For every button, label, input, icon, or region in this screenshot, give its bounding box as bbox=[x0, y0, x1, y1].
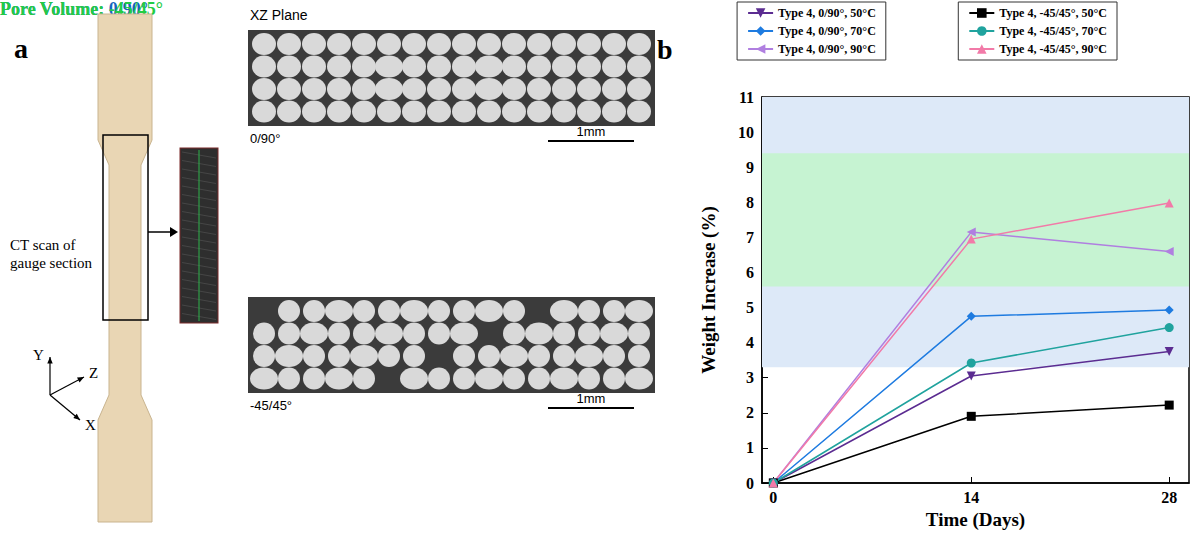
svg-text:Time (Days): Time (Days) bbox=[926, 509, 1025, 531]
svg-text:14: 14 bbox=[963, 489, 979, 506]
svg-text:9: 9 bbox=[746, 159, 754, 176]
svg-text:Type 4, -45/45°, 90°C: Type 4, -45/45°, 90°C bbox=[999, 42, 1107, 56]
svg-text:Type 4, 0/90°, 70°C: Type 4, 0/90°, 70°C bbox=[778, 24, 876, 38]
svg-text:Type 4, -45/45°, 50°C: Type 4, -45/45°, 50°C bbox=[999, 6, 1107, 20]
svg-text:Type 4, 0/90°, 90°C: Type 4, 0/90°, 90°C bbox=[778, 42, 876, 56]
svg-text:Type 4, 0/90°, 50°C: Type 4, 0/90°, 50°C bbox=[778, 6, 876, 20]
svg-text:Z: Z bbox=[89, 365, 98, 381]
svg-text:a: a bbox=[14, 33, 28, 64]
svg-text:5: 5 bbox=[746, 299, 754, 316]
svg-text:11: 11 bbox=[739, 89, 754, 106]
svg-text:Weight Increase (%): Weight Increase (%) bbox=[698, 206, 720, 373]
svg-text:7: 7 bbox=[746, 229, 754, 246]
svg-text:Y: Y bbox=[33, 347, 44, 363]
svg-text:0/90°: 0/90° bbox=[250, 131, 281, 146]
svg-text:1: 1 bbox=[746, 439, 754, 456]
svg-text:1mm: 1mm bbox=[577, 124, 606, 139]
svg-text:1mm: 1mm bbox=[577, 391, 606, 406]
svg-text:Type 4, -45/45°, 70°C: Type 4, -45/45°, 70°C bbox=[999, 24, 1107, 38]
svg-text:10: 10 bbox=[738, 124, 754, 141]
svg-text:XZ Plane: XZ Plane bbox=[250, 7, 308, 23]
svg-text:28: 28 bbox=[1161, 489, 1177, 506]
svg-text:X: X bbox=[85, 417, 96, 433]
svg-text:b: b bbox=[657, 34, 673, 65]
svg-text:6: 6 bbox=[746, 264, 754, 281]
svg-text:CT scan ofgauge section: CT scan ofgauge section bbox=[10, 237, 93, 271]
svg-text:3: 3 bbox=[746, 369, 754, 386]
svg-text:4: 4 bbox=[746, 334, 754, 351]
svg-text:0: 0 bbox=[769, 489, 777, 506]
svg-text:Pore Volume: -45/45°: Pore Volume: -45/45° bbox=[0, 0, 163, 19]
svg-text:-45/45°: -45/45° bbox=[250, 398, 292, 413]
svg-text:0: 0 bbox=[746, 475, 754, 492]
svg-text:2: 2 bbox=[746, 404, 754, 421]
svg-text:8: 8 bbox=[746, 194, 754, 211]
